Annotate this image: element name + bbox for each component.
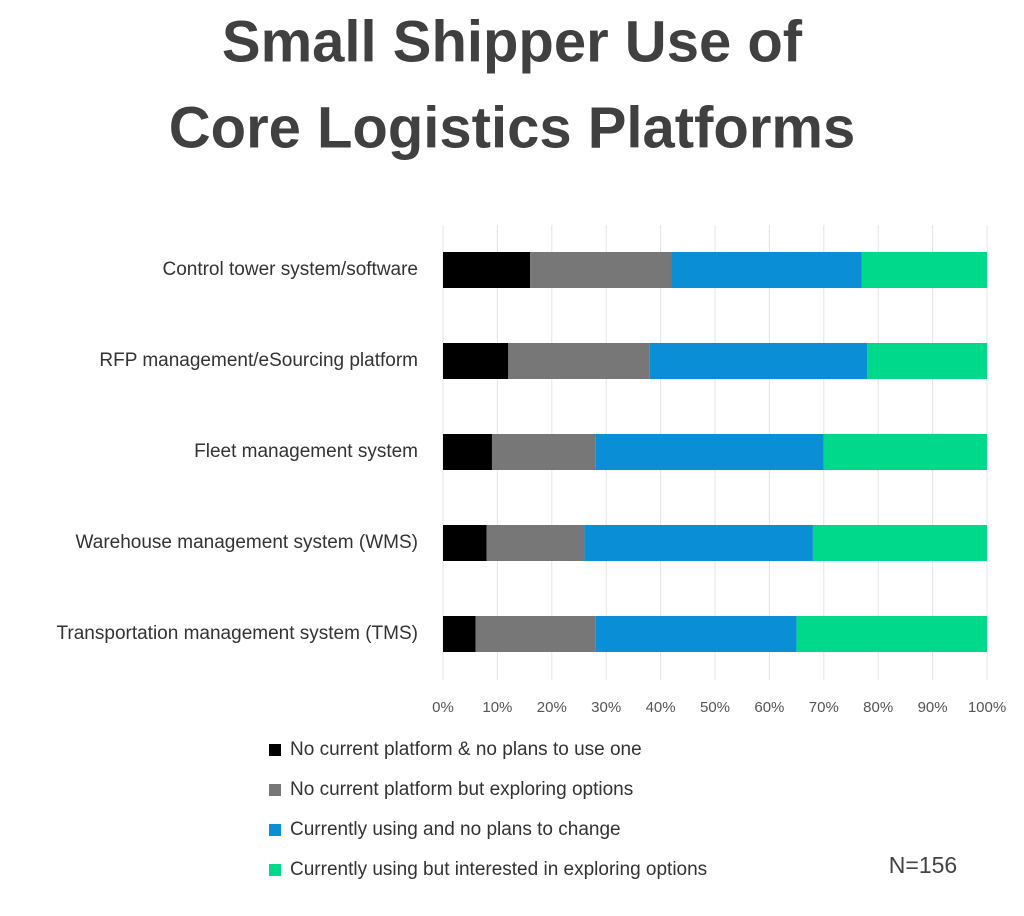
legend-label: Currently using but interested in explor… [290, 859, 707, 880]
x-tick-label: 60% [754, 699, 784, 716]
bar-segment [595, 434, 824, 470]
bar-segment [649, 343, 868, 379]
x-tick-label: 70% [809, 699, 839, 716]
x-tick-label: 20% [537, 699, 567, 716]
x-tick-label: 50% [700, 699, 730, 716]
bar-segment [508, 343, 650, 379]
bar-segment [475, 616, 596, 652]
bar-segment [861, 252, 987, 288]
bar-segment [443, 616, 476, 652]
y-tick-label: Warehouse management system (WMS) [76, 532, 418, 553]
y-tick-label: Control tower system/software [162, 259, 418, 280]
bar-segment [443, 525, 487, 561]
bar-segment [584, 525, 813, 561]
bar-segment [443, 252, 531, 288]
bar-segment [671, 252, 862, 288]
bar-segment [823, 434, 987, 470]
x-tick-label: 10% [482, 699, 512, 716]
x-tick-label: 40% [646, 699, 676, 716]
legend-swatch [269, 824, 281, 836]
y-tick-label: RFP management/eSourcing platform [99, 350, 418, 371]
bar-segment [491, 434, 596, 470]
x-tick-label: 90% [918, 699, 948, 716]
legend-label: No current platform & no plans to use on… [290, 739, 642, 760]
y-tick-label: Transportation management system (TMS) [57, 623, 418, 644]
legend-label: Currently using and no plans to change [290, 819, 621, 840]
x-tick-label: 30% [591, 699, 621, 716]
legend-swatch [269, 744, 281, 756]
bar-segment [443, 343, 509, 379]
annotation: N=156 [889, 852, 957, 878]
bar-segment [595, 616, 797, 652]
bar-segment [867, 343, 987, 379]
bar-segment [812, 525, 987, 561]
legend-swatch [269, 784, 281, 796]
bar-segment [796, 616, 987, 652]
y-tick-label: Fleet management system [194, 441, 418, 462]
bar-segment [530, 252, 672, 288]
chart-title: Core Logistics Platforms [169, 95, 855, 160]
bar-segment [443, 434, 492, 470]
x-tick-label: 100% [968, 699, 1006, 716]
bar-segment [486, 525, 585, 561]
x-tick-label: 80% [863, 699, 893, 716]
x-tick-label: 0% [432, 699, 454, 716]
legend-label: No current platform but exploring option… [290, 779, 633, 800]
chart-title: Small Shipper Use of [222, 9, 803, 74]
legend-swatch [269, 864, 281, 876]
